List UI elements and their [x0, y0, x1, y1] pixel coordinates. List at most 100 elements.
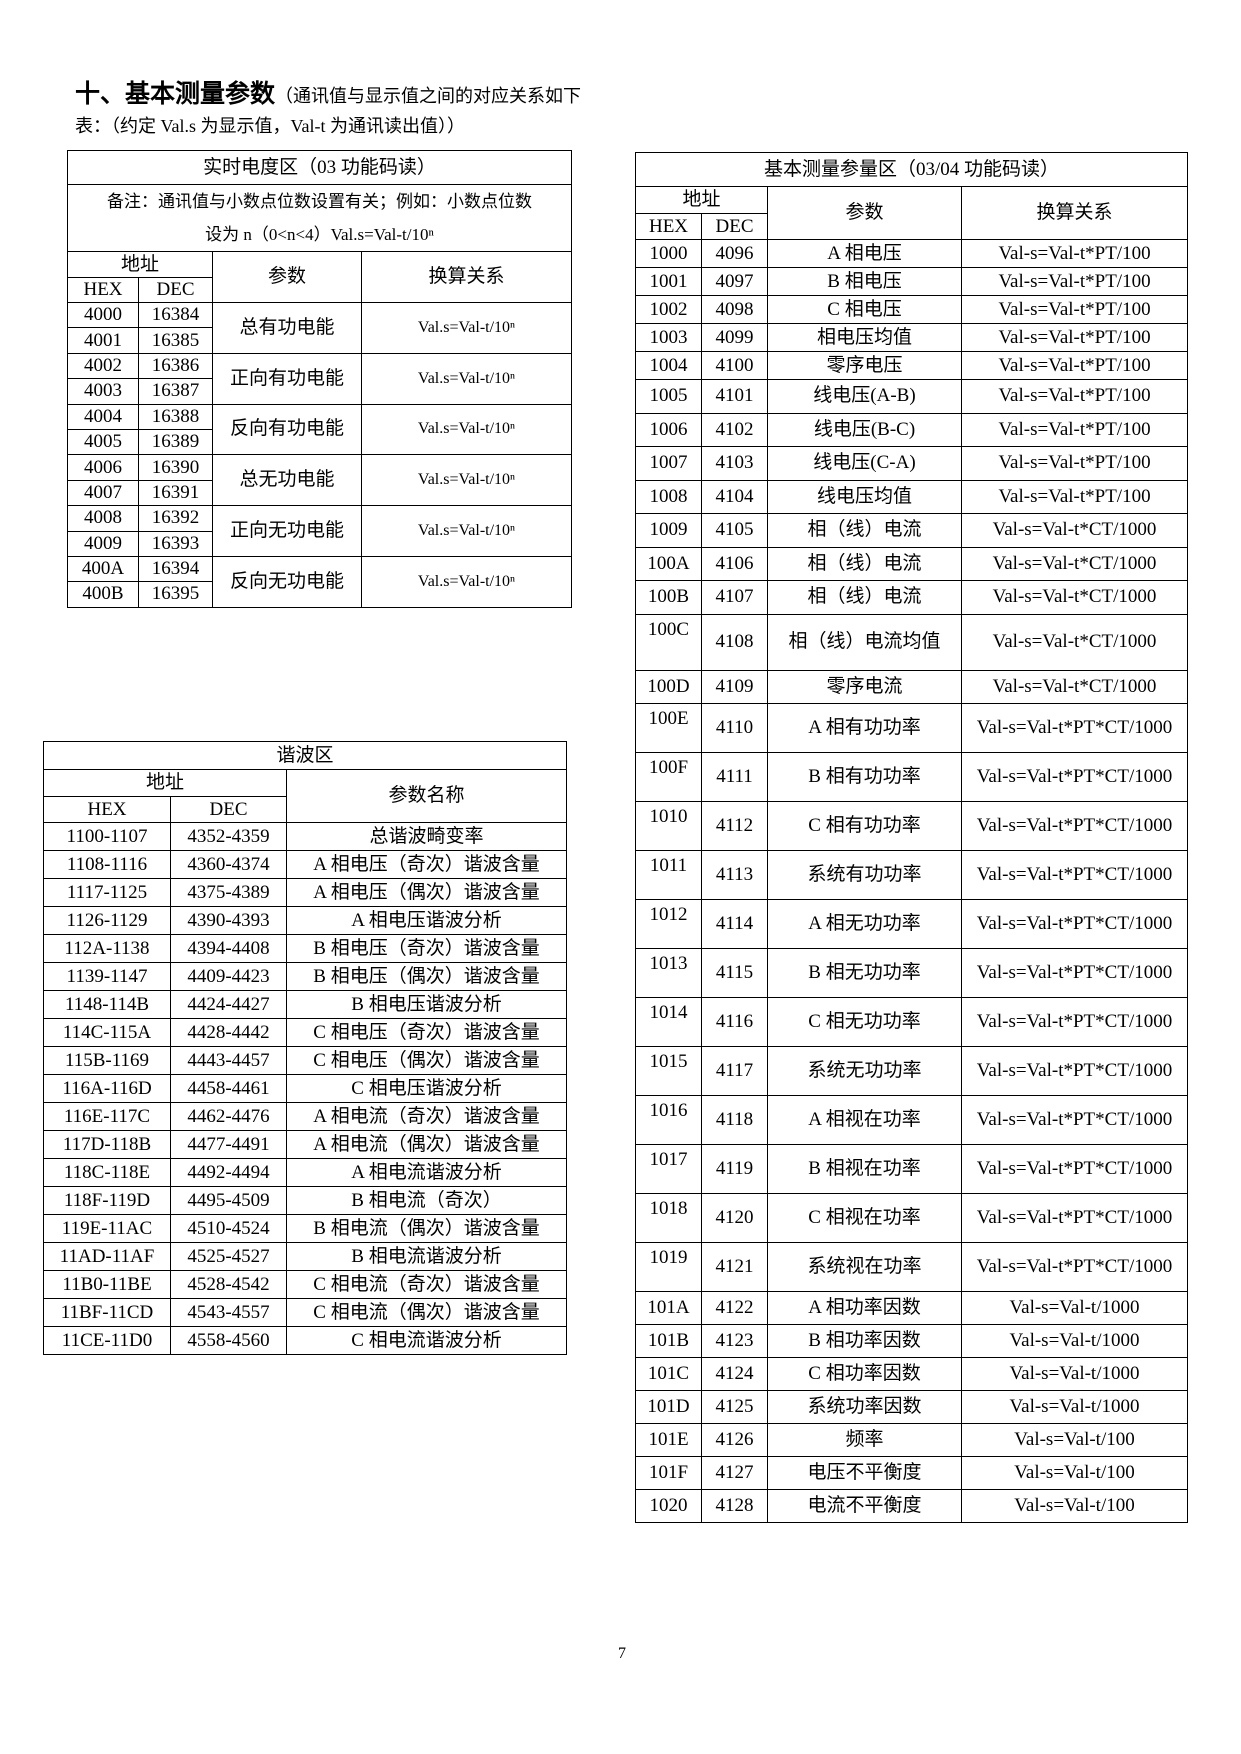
dec-range-cell: 4390-4393 [170, 906, 287, 935]
param-name-cell: A 相电流谐波分析 [285, 1158, 568, 1187]
hex-cell: 101D [635, 1389, 702, 1424]
header-hex: HEX [635, 213, 702, 240]
param-cell: 电流不平衡度 [767, 1488, 962, 1523]
hex-cell: 1009 [635, 513, 702, 548]
table-row: 1015 4117 系统无功功率 Val-s=Val-t*PT*CT/1000 [635, 1045, 1189, 1096]
hex-cell: 1014 [635, 996, 702, 1047]
formula-cell: Val.s=Val-t/10ⁿ [360, 454, 573, 507]
formula-cell: Val-s=Val-t*PT/100 [960, 351, 1189, 380]
dec-cell: 4111 [701, 751, 768, 802]
dec-cell: 4119 [701, 1143, 768, 1194]
formula-cell: Val-s=Val-t*PT*CT/1000 [960, 1045, 1189, 1096]
table-row: 118C-118E 4492-4494 A 相电流谐波分析 [43, 1158, 568, 1187]
param-cell: B 相视在功率 [767, 1143, 962, 1194]
hex-cell: 1019 [635, 1241, 702, 1292]
param-cell: 相（线）电流均值 [767, 613, 962, 671]
dec-range-cell: 4375-4389 [170, 878, 287, 907]
table-row: 4000 16384 总有功电能 Val.s=Val-t/10ⁿ [67, 301, 573, 354]
dec-cell: 16390 [138, 454, 213, 481]
table-row: 1139-1147 4409-4423 B 相电压（偶次）谐波含量 [43, 962, 568, 991]
hex-cell: 4002 [67, 352, 139, 380]
table-row: 1017 4119 B 相视在功率 Val-s=Val-t*PT*CT/1000 [635, 1143, 1189, 1194]
table-row: 100D 4109 零序电流 Val-s=Val-t*CT/1000 [635, 669, 1189, 704]
basic-table-title: 基本测量参量区（03/04 功能码读） [634, 152, 1189, 187]
formula-cell: Val-s=Val-t*PT/100 [960, 479, 1189, 514]
hex-cell: 1002 [635, 295, 702, 324]
table-row: 4005 16389 [67, 428, 572, 456]
dec-range-cell: 4558-4560 [170, 1326, 287, 1355]
hex-cell: 1006 [635, 412, 702, 447]
param-cell: 频率 [767, 1422, 962, 1457]
param-cell: C 相功率因数 [767, 1356, 962, 1391]
param-cell: 系统功率因数 [767, 1389, 962, 1424]
hex-cell: 1011 [635, 849, 702, 900]
table-row: 1002 4098 C 相电压 Val-s=Val-t*PT/100 [635, 295, 1189, 324]
table-row: 101B 4123 B 相功率因数 Val-s=Val-t/1000 [635, 1323, 1189, 1358]
table-row: 1000 4096 A 相电压 Val-s=Val-t*PT/100 [635, 239, 1189, 268]
table-row: 112A-1138 4394-4408 B 相电压（奇次）谐波含量 [43, 934, 568, 963]
param-cell: 相（线）电流 [767, 580, 962, 615]
table-row: 4004 16388 反向有功电能 Val.s=Val-t/10ⁿ [67, 403, 573, 456]
dec-cell: 4117 [701, 1045, 768, 1096]
dec-cell: 4098 [701, 295, 768, 324]
hex-cell: 100E [635, 702, 702, 753]
header-hex: HEX [43, 796, 171, 823]
dec-cell: 4126 [701, 1422, 768, 1457]
hex-cell: 4007 [67, 479, 139, 507]
header-dec: DEC [138, 277, 213, 303]
hex-cell: 1017 [635, 1143, 702, 1194]
table-row: 1016 4118 A 相视在功率 Val-s=Val-t*PT*CT/1000 [635, 1094, 1189, 1145]
energy-table-note: 设为 n（0<n<4）Val.s=Val-t/10ⁿ [66, 218, 573, 252]
formula-cell: Val-s=Val-t*CT/1000 [960, 613, 1189, 671]
hex-cell: 400B [67, 581, 139, 608]
formula-cell: Val-s=Val-t*PT/100 [960, 323, 1189, 352]
param-name-cell: A 相电压（偶次）谐波含量 [285, 878, 568, 907]
basic-measurement-table: 基本测量参量区（03/04 功能码读） 地址 参数 换算关系 HEX DEC 1000… [634, 152, 1189, 1523]
dec-cell: 4121 [701, 1241, 768, 1292]
dec-cell: 4099 [701, 323, 768, 352]
section-title: 十、基本测量参数 [75, 81, 276, 108]
hex-cell: 1005 [635, 379, 702, 414]
formula-cell: Val-s=Val-t*PT*CT/1000 [960, 1241, 1189, 1292]
param-name-cell: A 相电压谐波分析 [285, 906, 568, 935]
hex-range-cell: 1117-1125 [43, 878, 171, 907]
param-name-cell: C 相电压（偶次）谐波含量 [285, 1046, 568, 1075]
table-row: 1148-114B 4424-4427 B 相电压谐波分析 [43, 990, 568, 1019]
formula-cell: Val-s=Val-t*PT*CT/1000 [960, 702, 1189, 753]
dec-range-cell: 4458-4461 [170, 1074, 287, 1103]
header-address: 地址 [67, 251, 213, 278]
dec-cell: 4125 [701, 1389, 768, 1424]
hex-cell: 100C [635, 613, 702, 671]
formula-cell: Val-s=Val-t/1000 [960, 1356, 1189, 1391]
table-row: 4001 16385 [67, 327, 572, 354]
dec-range-cell: 4510-4524 [170, 1214, 287, 1243]
dec-cell: 4122 [701, 1290, 768, 1325]
formula-cell: Val-s=Val-t/100 [960, 1455, 1189, 1490]
table-row: 4002 16386 正向有功电能 Val.s=Val-t/10ⁿ [67, 352, 573, 405]
hex-cell: 1003 [635, 323, 702, 352]
header-dec: DEC [170, 796, 287, 823]
param-name-cell: B 相电流（偶次）谐波含量 [285, 1214, 568, 1243]
hex-cell: 1012 [635, 898, 702, 949]
formula-cell: Val-s=Val-t*PT*CT/1000 [960, 800, 1189, 851]
dec-cell: 4116 [701, 996, 768, 1047]
dec-range-cell: 4495-4509 [170, 1186, 287, 1215]
param-name-cell: 总谐波畸变率 [285, 822, 568, 851]
table-row: 101C 4124 C 相功率因数 Val-s=Val-t/1000 [635, 1356, 1189, 1391]
hex-range-cell: 1139-1147 [43, 962, 171, 991]
param-cell: C 相有功功率 [767, 800, 962, 851]
dec-cell: 4110 [701, 702, 768, 753]
harmonic-table: 谐波区 地址 参数名称 HEX DEC 1100-1107 4352-4359 总谐波畸… [42, 741, 568, 1355]
hex-cell: 4009 [67, 530, 139, 557]
table-row: 115B-1169 4443-4457 C 相电压（偶次）谐波含量 [43, 1046, 568, 1075]
dec-cell: 16388 [138, 403, 213, 430]
param-name-cell: B 相电压（奇次）谐波含量 [285, 934, 568, 963]
formula-cell: Val-s=Val-t/1000 [960, 1290, 1189, 1325]
param-cell: 相（线）电流 [767, 513, 962, 548]
param-cell: 零序电压 [767, 351, 962, 380]
energy-table: 实时电度区（03 功能码读） 备注：通讯值与小数点位数设置有关；例如：小数点位数… [66, 150, 573, 608]
param-cell: 系统视在功率 [767, 1241, 962, 1292]
formula-cell: Val-s=Val-t*CT/1000 [960, 580, 1189, 615]
dec-cell: 16391 [138, 479, 213, 507]
dec-range-cell: 4360-4374 [170, 850, 287, 879]
